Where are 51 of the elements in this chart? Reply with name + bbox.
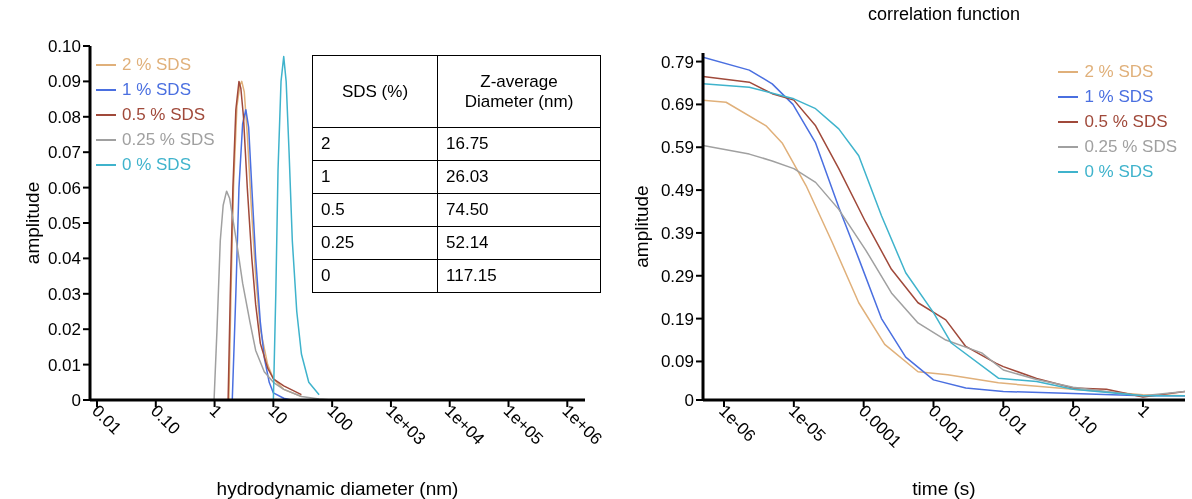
y-tick-label: 0.29 [660,266,694,286]
y-tick-label: 0.07 [47,143,81,163]
y-axis-title: amplitude [630,185,652,268]
y-tick-label: 0 [684,391,694,411]
legend-label: 0.5 % SDS [122,104,206,126]
y-tick-label: 0.10 [47,37,81,57]
y-tick-label: 0.09 [660,352,694,372]
annotation: 0.25 [312,226,438,260]
x-axis-title: time (s) [912,478,976,499]
legend-label: 2 % SDS [122,54,191,76]
y-tick-label: 0.09 [47,72,81,92]
y-tick-label: 0.19 [660,309,694,329]
y-tick-label: 0.59 [660,138,694,158]
annotation: 0.5 [312,193,438,227]
y-tick-label: 0.01 [47,355,81,375]
y-tick-label: 0 [71,391,81,411]
annotation: 16.75 [437,127,601,161]
legend-label: 0.5 % SDS [1084,111,1168,133]
annotation: Z-average Diameter (nm) [437,55,601,128]
annotation: 1 [312,160,438,194]
y-tick-label: 0.49 [660,181,694,201]
x-tick-label: 10 [264,401,292,429]
annotation: 52.14 [437,226,601,260]
y-tick-label: 0.02 [47,320,81,340]
y-tick-label: 0.06 [47,178,81,198]
x-axis-title: hydrodynamic diameter (nm) [216,478,459,499]
legend-label: 0 % SDS [122,154,191,176]
legend-label: 2 % SDS [1084,61,1154,83]
y-tick-label: 0.05 [47,214,81,234]
legend-label: 1 % SDS [1084,86,1154,108]
x-tick-label: 100 [323,401,357,435]
legend-label: 1 % SDS [122,79,191,101]
annotation: 26.03 [437,160,601,194]
legend-label: 0 % SDS [1084,161,1154,183]
y-tick-label: 0.79 [660,52,694,72]
y-tick-label: 0.03 [47,284,81,304]
chart-title: correlation function [866,4,1022,25]
y-tick-label: 0.39 [660,223,694,243]
legend-label: 0.25 % SDS [122,129,215,151]
annotation: 2 [312,127,438,161]
x-tick-label: 1 [1134,401,1155,422]
annotation: SDS (%) [312,55,438,128]
y-tick-label: 0.08 [47,107,81,127]
annotation: 117.15 [437,259,601,293]
y-axis-title: amplitude [21,181,43,265]
x-tick-label: 1 [205,401,226,422]
legend-label: 0.25 % SDS [1084,136,1177,158]
y-tick-label: 0.04 [47,249,81,269]
y-tick-label: 0.69 [660,95,694,115]
annotation: 74.50 [437,193,601,227]
annotation: 0 [312,259,438,293]
